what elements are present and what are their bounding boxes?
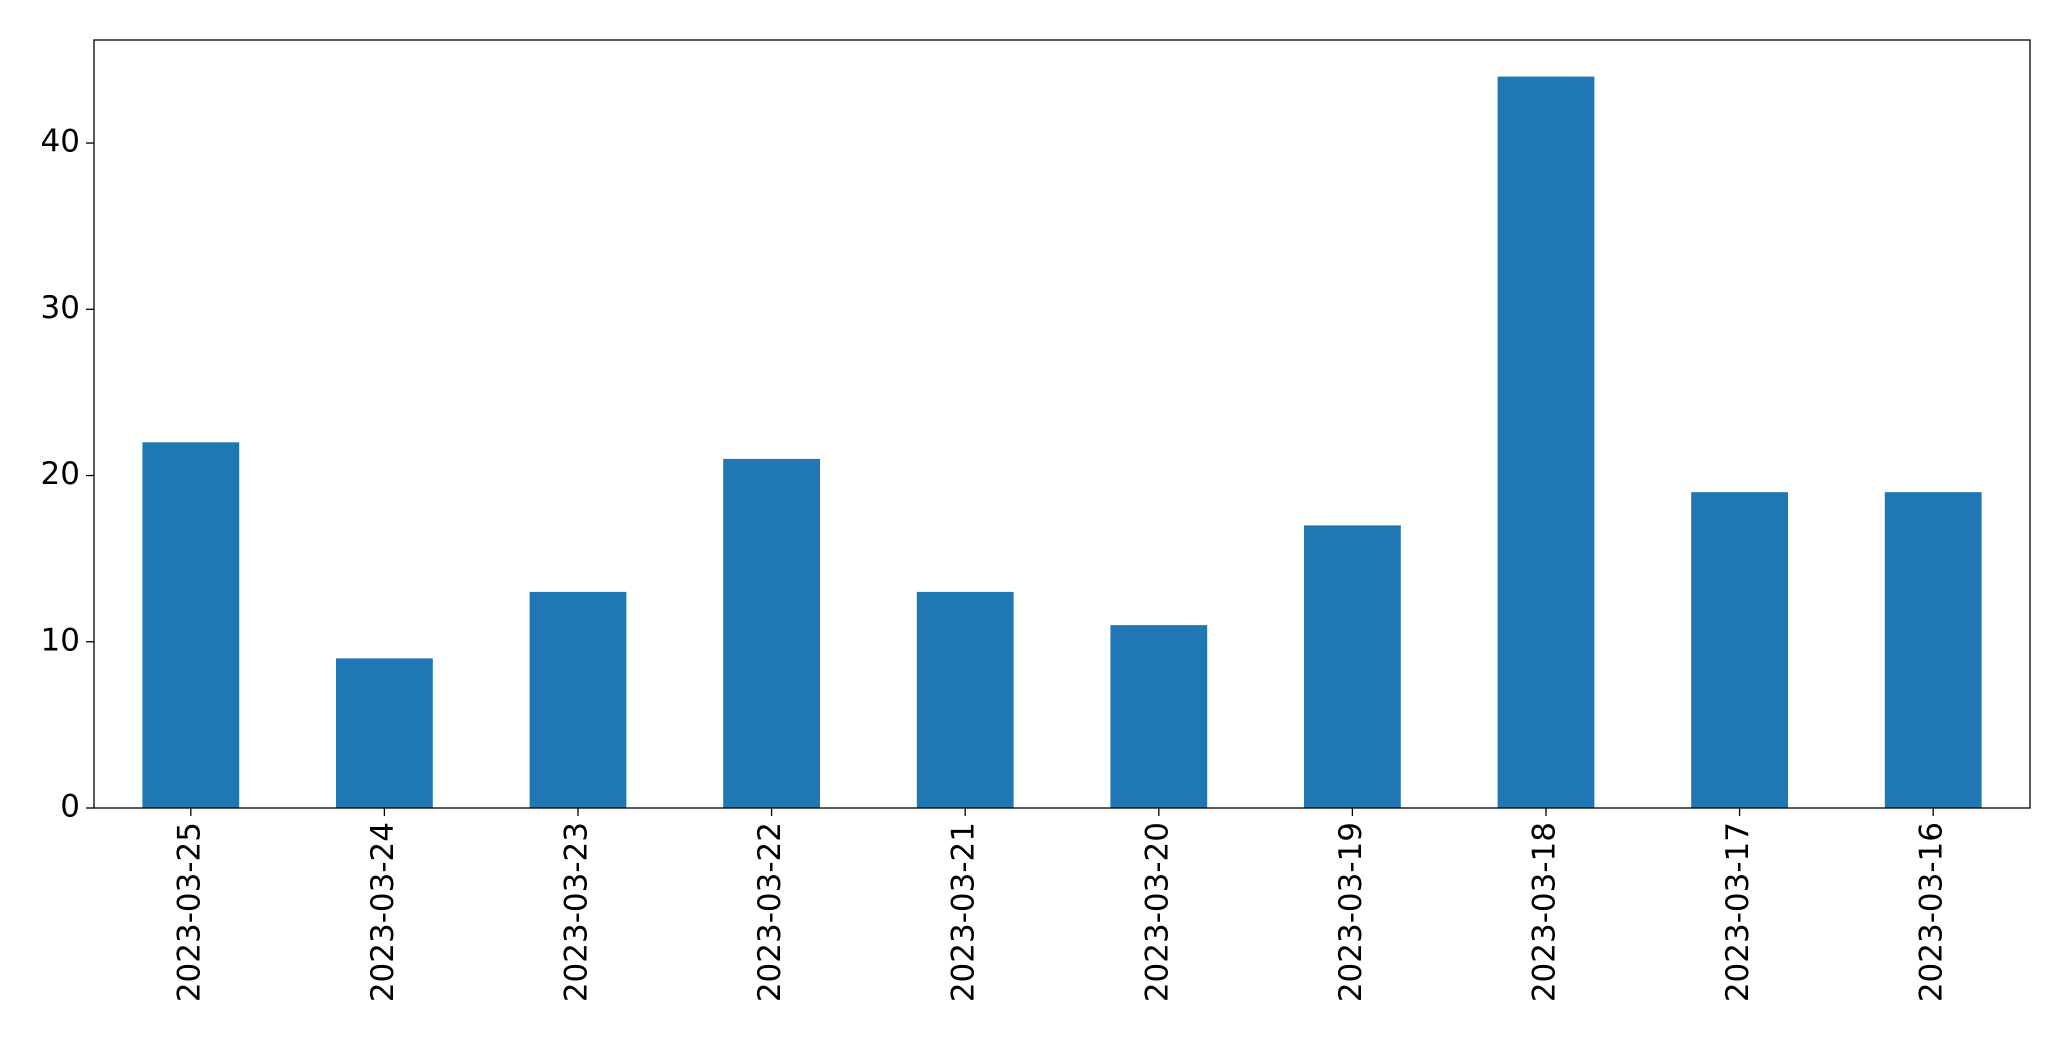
x-tick-label: 2023-03-20: [1139, 822, 1175, 1002]
x-tick-label: 2023-03-22: [752, 822, 788, 1002]
bar: [1304, 525, 1401, 808]
bar: [1110, 625, 1208, 808]
y-tick-label: 0: [60, 789, 80, 825]
bar: [1884, 492, 1982, 808]
bar: [1691, 492, 1788, 808]
x-tick-label: 2023-03-23: [559, 822, 595, 1002]
y-tick-label: 10: [41, 622, 80, 658]
bar: [336, 658, 433, 808]
x-tick-label: 2023-03-21: [946, 822, 982, 1002]
x-tick-label: 2023-03-18: [1527, 822, 1563, 1002]
bar: [1497, 76, 1595, 809]
x-tick-label: 2023-03-25: [171, 822, 207, 1002]
x-tick-label: 2023-03-19: [1333, 822, 1369, 1002]
bar: [916, 591, 1014, 808]
x-tick-label: 2023-03-24: [365, 822, 401, 1002]
bar: [529, 591, 627, 808]
bar: [723, 458, 820, 808]
y-tick-label: 30: [41, 290, 80, 326]
y-tick-label: 40: [41, 124, 80, 160]
y-tick-label: 20: [41, 456, 80, 492]
bar: [142, 442, 240, 808]
x-tick-label: 2023-03-16: [1914, 822, 1950, 1002]
plot-frame: [93, 39, 2031, 809]
x-tick-label: 2023-03-17: [1720, 822, 1756, 1002]
